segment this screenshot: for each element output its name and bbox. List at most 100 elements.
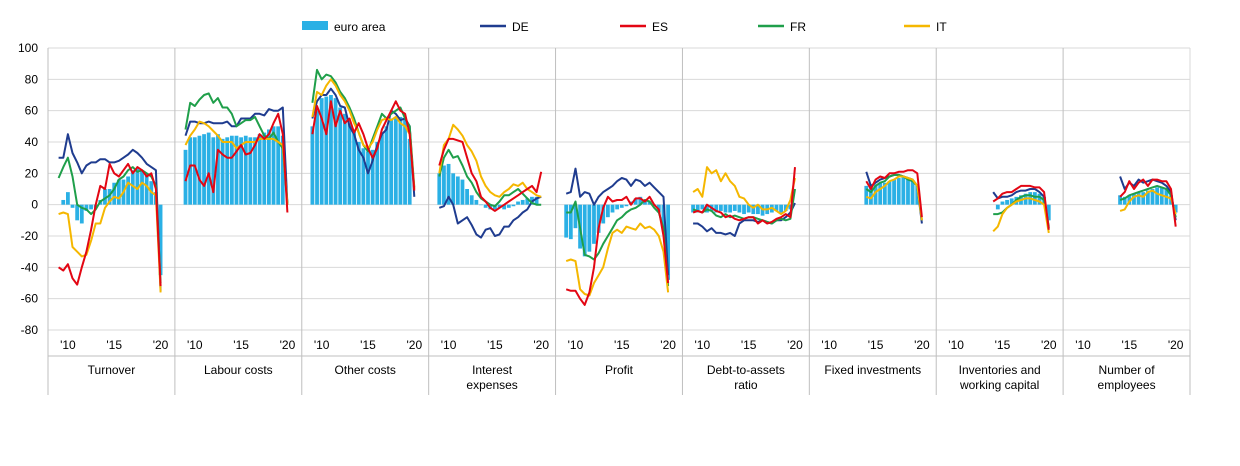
bar-euro-area [324, 96, 329, 205]
bar-euro-area [691, 204, 695, 213]
y-tick-label: 60 [25, 104, 39, 118]
line-it [692, 166, 796, 216]
bar-euro-area [248, 137, 253, 205]
y-tick-label: 100 [18, 41, 38, 55]
bar-euro-area [347, 123, 352, 205]
bar-euro-area [878, 182, 883, 205]
panel-label: working capital [959, 378, 1039, 392]
bar-euro-area [901, 176, 906, 205]
y-tick-label: 20 [25, 166, 39, 180]
bar-euro-area [596, 204, 601, 233]
panel-label: Interest [472, 363, 513, 377]
legend-label: ES [652, 20, 668, 34]
panel-label: Profit [605, 363, 634, 377]
bar-euro-area [257, 134, 262, 205]
bar-euro-area [183, 149, 188, 205]
bar-euro-area [497, 204, 502, 208]
bar-euro-area [751, 204, 756, 215]
bar-euro-area [525, 198, 530, 205]
bar-euro-area [1122, 196, 1127, 205]
line-es [58, 162, 162, 287]
bar-euro-area [442, 165, 446, 205]
year-tick-label: '15 [360, 338, 376, 352]
year-tick-label: '15 [868, 338, 884, 352]
line-it [438, 123, 542, 198]
bar-euro-area [624, 204, 629, 207]
bar-euro-area [896, 178, 901, 205]
year-tick-label: '10 [695, 338, 711, 352]
bar-euro-area [370, 149, 375, 205]
bar-euro-area [107, 189, 112, 205]
bar-euro-area [192, 137, 197, 205]
bar-euro-area [460, 179, 465, 205]
bar-euro-area [573, 204, 578, 229]
bar-euro-area [568, 204, 573, 240]
bar-euro-area [864, 185, 869, 205]
bar-euro-area [774, 204, 779, 211]
line-it [58, 181, 162, 293]
line-it [1119, 189, 1177, 215]
bar-euro-area [869, 187, 873, 205]
panel-label: employees [1098, 378, 1156, 392]
bar-euro-area [380, 134, 384, 205]
line-fr [1119, 184, 1177, 218]
year-tick-label: '10 [948, 338, 964, 352]
panel-label: Number of [1099, 363, 1156, 377]
panel [691, 166, 796, 237]
chart-panels [57, 68, 1178, 306]
bar-euro-area [1000, 201, 1005, 205]
panel [57, 133, 163, 293]
year-tick-label: '15 [106, 338, 122, 352]
bar-euro-area [666, 204, 671, 280]
bar-euro-area [356, 142, 361, 205]
bar-euro-area [158, 204, 163, 276]
bar-euro-area [605, 204, 610, 218]
bar-euro-area [746, 204, 751, 213]
bar-euro-area [633, 198, 638, 205]
bar-euro-area [437, 173, 442, 205]
bar-euro-area [216, 134, 220, 205]
year-tick-label: '20 [533, 338, 549, 352]
line-es [1119, 178, 1177, 227]
line-es [992, 184, 1050, 230]
legend-label: FR [790, 20, 806, 34]
line-it [992, 197, 1050, 234]
bar-euro-area [389, 118, 394, 205]
year-tick-label: '15 [995, 338, 1011, 352]
bar-euro-area [243, 135, 248, 205]
bar-euro-area [89, 204, 93, 210]
line-es [865, 169, 923, 218]
bar-euro-area [403, 118, 407, 205]
year-tick-label: '10 [187, 338, 203, 352]
bar-euro-area [61, 199, 66, 205]
bar-euro-area [202, 134, 206, 205]
bar-euro-area [479, 204, 483, 206]
bar-euro-area [310, 126, 315, 205]
year-tick-label: '10 [60, 338, 76, 352]
bar-euro-area [995, 204, 1000, 210]
y-tick-label: -20 [21, 229, 39, 243]
panel-label: Other costs [335, 363, 396, 377]
bar-euro-area [587, 204, 592, 252]
bar-euro-area [342, 113, 347, 205]
bar-euro-area [446, 163, 451, 205]
bar-euro-area [1132, 193, 1136, 205]
panel [1118, 176, 1178, 227]
bar-euro-area [592, 204, 596, 244]
bar-euro-area [1173, 204, 1178, 213]
year-tick-label: '15 [1122, 338, 1138, 352]
bar-euro-area [329, 95, 333, 205]
year-tick-label: '20 [914, 338, 930, 352]
bar-euro-area [70, 204, 75, 208]
bar-euro-area [366, 151, 370, 205]
panel-label: Turnover [88, 363, 136, 377]
line-fr [438, 148, 542, 208]
bar-euro-area [610, 204, 615, 213]
bar-euro-area [732, 204, 737, 211]
line-fr [184, 92, 289, 204]
line-es [438, 137, 543, 212]
panel [437, 123, 543, 239]
bar-euro-area [601, 204, 606, 224]
year-tick-label: '10 [1075, 338, 1091, 352]
